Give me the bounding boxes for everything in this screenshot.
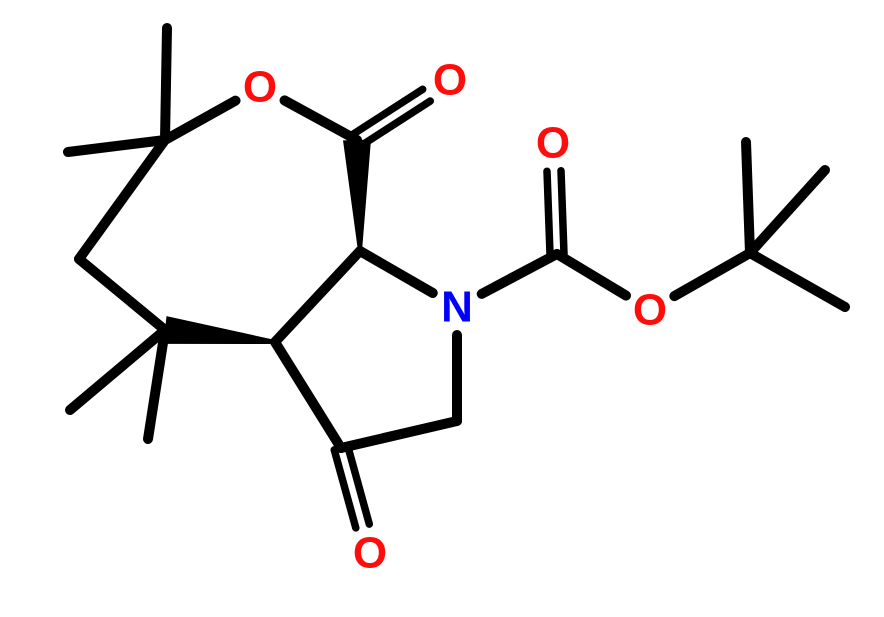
- bond-single: [79, 259, 165, 330]
- bond-double: [561, 171, 564, 254]
- bond-single: [750, 253, 845, 307]
- bond-single: [275, 342, 341, 448]
- bond-single: [482, 254, 557, 294]
- bond-single: [275, 251, 360, 342]
- bond-single: [750, 170, 825, 253]
- atom-label-O: O: [633, 286, 667, 335]
- bond-single: [79, 140, 165, 259]
- bond-single: [341, 421, 457, 448]
- bond-single: [360, 251, 433, 293]
- bond-single: [165, 101, 236, 140]
- atom-label-N: N: [441, 283, 473, 332]
- molecule-canvas: N O O O O O: [0, 0, 884, 617]
- bond-single: [285, 100, 357, 140]
- atom-label-O: O: [243, 63, 277, 112]
- atom-label-O: O: [353, 529, 387, 578]
- bond-wedge: [163, 316, 275, 344]
- bond-single: [165, 28, 167, 140]
- bond-single: [674, 253, 750, 296]
- bond-single: [557, 254, 626, 296]
- atom-label-O: O: [433, 56, 467, 105]
- bond-wedge: [343, 140, 371, 251]
- atom-label-O: O: [536, 119, 570, 168]
- bond-double: [547, 171, 550, 254]
- bond-single: [68, 140, 165, 152]
- bond-single: [746, 142, 750, 253]
